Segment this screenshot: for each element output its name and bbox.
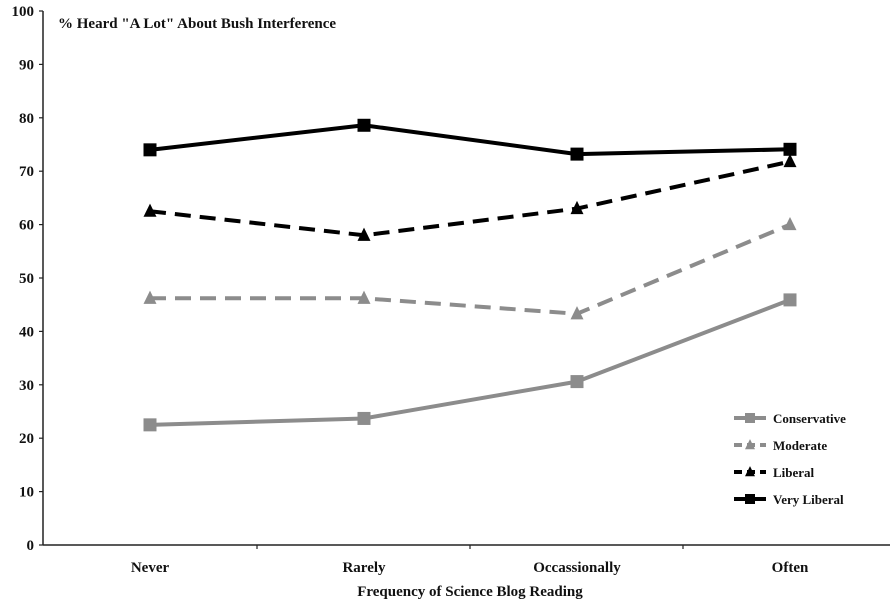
x-axis-label: Frequency of Science Blog Reading [357, 584, 583, 599]
y-tick-label: 50 [19, 271, 34, 287]
data-point-liberal [143, 203, 157, 217]
legend-label: Moderate [773, 438, 827, 453]
legend-label: Liberal [773, 465, 815, 480]
series-moderate [143, 216, 797, 320]
legend-item-moderate: Moderate [734, 438, 827, 453]
x-category-labels: Never Rarely Occassionally Often [131, 545, 809, 576]
y-tick-label: 20 [19, 431, 34, 447]
x-category-label: Occassionally [533, 560, 621, 576]
y-tick-labels: 0 10 20 30 40 50 60 70 80 90 100 [12, 4, 43, 554]
legend-swatch-marker [745, 439, 755, 450]
data-point-conservative [143, 418, 157, 432]
legend-item-liberal: Liberal [734, 465, 815, 480]
legend-label: Conservative [773, 411, 846, 426]
legend: Conservative Moderate Liberal Very Liberal [734, 411, 846, 507]
y-tick-label: 60 [19, 218, 34, 234]
y-tick-label: 90 [19, 57, 34, 73]
series-line-liberal [149, 159, 791, 238]
data-point-liberal [783, 153, 797, 168]
y-tick-label: 100 [12, 4, 35, 20]
data-point-moderate [570, 306, 584, 320]
legend-label: Very Liberal [773, 492, 844, 507]
data-point-liberal [570, 200, 584, 215]
x-category-label: Never [131, 560, 170, 576]
data-point-moderate [783, 216, 797, 231]
series-very-liberal [143, 118, 797, 161]
data-point-very-liberal [357, 118, 371, 132]
axes [42, 11, 890, 546]
y-tick-label: 30 [19, 378, 34, 394]
data-point-conservative [357, 411, 371, 425]
series-layer [143, 118, 797, 432]
x-category-label: Often [772, 560, 809, 576]
legend-swatch-marker [745, 413, 755, 423]
chart-title: % Heard "A Lot" About Bush Interference [58, 16, 336, 32]
data-point-conservative [570, 375, 584, 389]
series-liberal [143, 153, 797, 241]
series-line-moderate [150, 222, 791, 316]
data-point-conservative [783, 293, 797, 307]
y-tick-label: 40 [19, 324, 34, 340]
y-tick-label: 80 [19, 111, 34, 127]
series-line-conservative [149, 298, 791, 427]
legend-swatch-marker [745, 466, 755, 477]
data-point-moderate [143, 290, 157, 304]
y-tick-label: 10 [19, 485, 34, 501]
series-line-very-liberal [149, 123, 791, 157]
data-point-very-liberal [570, 147, 584, 161]
series-conservative [143, 293, 797, 432]
data-point-liberal [357, 227, 371, 241]
legend-item-very-liberal: Very Liberal [734, 492, 844, 507]
data-point-moderate [357, 290, 371, 304]
x-category-label: Rarely [342, 560, 386, 576]
data-point-very-liberal [783, 142, 797, 156]
y-tick-label: 0 [27, 538, 35, 554]
legend-item-conservative: Conservative [734, 411, 846, 426]
y-tick-label: 70 [19, 164, 34, 180]
data-point-very-liberal [143, 143, 157, 157]
legend-swatch-marker [745, 494, 755, 504]
